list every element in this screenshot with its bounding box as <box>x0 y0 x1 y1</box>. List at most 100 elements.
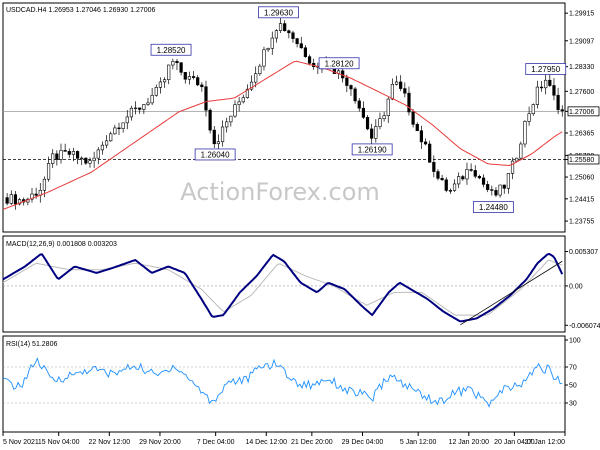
x-tick-label: 5 Nov 2021 <box>3 439 39 446</box>
candle-body <box>415 124 419 132</box>
candle-body <box>17 199 22 205</box>
candle-body <box>88 160 92 164</box>
candle-body <box>80 157 84 160</box>
candle-body <box>283 23 287 32</box>
price-callout-box <box>472 201 514 214</box>
candle-body <box>465 169 469 180</box>
candle-body <box>436 171 440 179</box>
macd-signal-line <box>2 259 563 316</box>
candle-body <box>125 116 129 124</box>
candle-body <box>432 161 436 172</box>
candle-body <box>535 86 539 105</box>
candle-body <box>96 149 100 159</box>
price-callout-label: 1.29630 <box>264 8 293 17</box>
candle-body <box>303 47 308 57</box>
macd-main-line <box>2 252 564 323</box>
price-callout-box <box>318 57 360 70</box>
price-tick-label: 1.27006 <box>569 109 594 116</box>
candle-body <box>515 157 519 162</box>
price-callout-label: 1.27950 <box>531 65 560 74</box>
candle-body <box>220 126 225 143</box>
x-tick-label: 12 Jan 20:00 <box>449 439 490 446</box>
candle-body <box>382 115 386 120</box>
macd-panel-frame <box>2 235 566 333</box>
candle-body <box>229 115 233 123</box>
candle-body <box>154 87 158 96</box>
candle-body <box>461 176 465 180</box>
candle-body <box>117 127 121 130</box>
candle-body <box>502 184 506 189</box>
candle-body <box>171 61 175 66</box>
price-callout-label: 1.26190 <box>358 145 387 154</box>
candle-body <box>494 190 498 196</box>
candle-body <box>150 94 154 104</box>
candle-body <box>258 65 262 74</box>
candle-body <box>544 79 548 89</box>
candle-body <box>133 107 138 110</box>
candle-body <box>291 32 295 39</box>
candle-body <box>71 151 76 155</box>
price-callout-label: 1.28520 <box>157 46 186 55</box>
price-callout-box <box>150 43 192 56</box>
rsi-tick-label: 100 <box>569 338 581 345</box>
candle-body <box>75 151 80 159</box>
candle-body <box>208 109 212 131</box>
candle-body <box>51 153 55 164</box>
macd-trendline <box>460 260 563 326</box>
candle-body <box>452 183 457 191</box>
macd-series <box>2 252 564 326</box>
candle-body <box>419 130 423 143</box>
candle-body <box>523 121 527 145</box>
price-tick-label: 1.29097 <box>569 38 594 45</box>
price-tick-label: 1.24415 <box>569 196 594 203</box>
candle-body <box>506 173 510 189</box>
candle-body <box>490 189 494 191</box>
price-tag-box <box>567 154 600 165</box>
price-callout-box <box>258 6 299 19</box>
rsi-series <box>2 357 563 408</box>
candle-body <box>411 111 415 125</box>
candle-body <box>212 129 216 145</box>
macd-tick-label: 0.00 <box>569 283 583 290</box>
price-callouts: 1.28520 1.26040 1.29630 1.28120 1.26190 1.244… <box>150 6 567 214</box>
candle-body <box>225 121 229 128</box>
candle-body <box>374 126 378 139</box>
candle-body <box>539 86 544 89</box>
candle-body <box>204 86 208 111</box>
candle-body <box>167 64 171 81</box>
candle-body <box>84 157 88 164</box>
candle-body <box>109 133 113 142</box>
rsi-tick-label: 50 <box>569 383 577 390</box>
price-callout-box <box>525 63 567 75</box>
candle-body <box>274 30 279 39</box>
candle-body <box>9 194 13 204</box>
price-tick-label: 1.26365 <box>569 130 594 137</box>
candle-body <box>67 151 71 155</box>
price-callout-label: 1.26040 <box>201 150 230 159</box>
candle-body <box>183 72 187 80</box>
candle-body <box>200 84 204 88</box>
candle-body <box>30 193 34 200</box>
candle-body <box>469 169 473 171</box>
candle-body <box>191 76 196 78</box>
price-panel-frame <box>2 2 566 233</box>
x-tick-label: 21 Dec 20:00 <box>291 439 333 446</box>
macd-panel-title: MACD(12,26,9) 0.001808 0.003203 <box>6 241 117 248</box>
candle-body <box>104 140 109 146</box>
candle-body <box>560 109 564 112</box>
candle-body <box>510 160 515 174</box>
rsi-panel-frame <box>2 335 566 433</box>
candle-body <box>158 81 163 88</box>
x-axis: 5 Nov 2021 15 Nov 04:00 22 Nov 12:00 29 Nov… <box>2 432 566 446</box>
candle-body <box>440 178 444 181</box>
candle-body <box>407 92 411 113</box>
candle-body <box>531 104 535 115</box>
candle-body <box>245 88 250 98</box>
candle-body <box>486 184 490 190</box>
candle-body <box>353 88 357 102</box>
candle-body <box>527 113 531 122</box>
candle-body <box>403 88 407 94</box>
candle-body <box>187 76 192 80</box>
candle-body <box>5 197 9 204</box>
